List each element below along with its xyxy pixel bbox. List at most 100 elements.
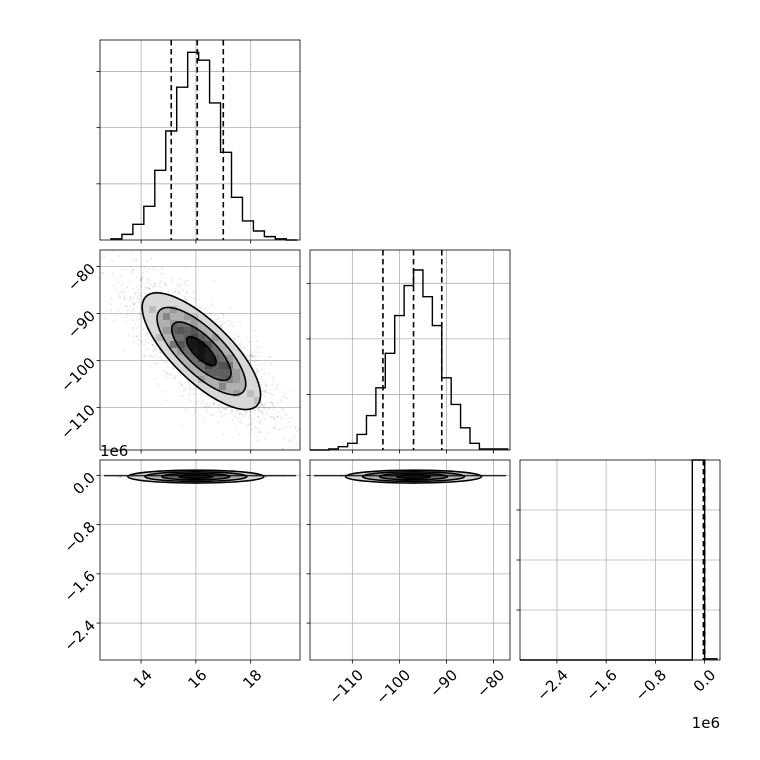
sample-point xyxy=(243,352,246,355)
sample-point xyxy=(256,351,259,354)
sample-point xyxy=(140,277,143,280)
sample-point xyxy=(177,290,180,293)
sample-point xyxy=(150,354,153,357)
sample-point xyxy=(188,388,191,391)
sample-point xyxy=(124,316,127,319)
sample-point xyxy=(301,434,303,436)
sample-point xyxy=(259,431,262,434)
density-cell xyxy=(212,369,219,376)
sample-point xyxy=(271,384,274,387)
sample-point xyxy=(257,407,259,410)
density-cell xyxy=(191,327,198,334)
sample-point xyxy=(264,402,267,405)
sample-point xyxy=(205,406,208,409)
sample-point xyxy=(199,306,202,309)
density-cell xyxy=(191,334,198,341)
density-cell xyxy=(191,348,198,355)
sample-point xyxy=(289,439,292,442)
sample-point xyxy=(218,404,221,407)
sample-point xyxy=(206,410,208,413)
x-tick-label: −110 xyxy=(325,666,367,708)
density-cell xyxy=(233,390,240,397)
sample-point xyxy=(229,323,231,326)
sample-point xyxy=(152,350,155,352)
sample-point xyxy=(257,415,260,418)
sample-point xyxy=(159,286,162,289)
sample-point xyxy=(280,416,283,419)
sample-point xyxy=(202,405,205,408)
sample-point xyxy=(239,346,242,349)
sample-point xyxy=(162,359,164,362)
sample-point xyxy=(138,325,141,327)
x-tick-label: 0.0 xyxy=(690,666,720,696)
sample-point xyxy=(246,425,249,428)
sample-point xyxy=(101,271,104,274)
sample-point xyxy=(179,394,182,397)
x-tick-label: −1.6 xyxy=(582,666,620,704)
sample-point xyxy=(192,290,195,293)
density-cell xyxy=(226,362,233,369)
sample-point xyxy=(277,464,279,466)
sample-point xyxy=(164,283,167,286)
sample-point xyxy=(268,402,271,404)
sample-point xyxy=(138,294,141,297)
sample-point xyxy=(174,375,177,377)
sample-point xyxy=(111,272,114,275)
sample-point xyxy=(132,319,134,322)
density-cell xyxy=(177,341,184,348)
sample-point xyxy=(204,405,207,407)
sample-point xyxy=(140,284,143,286)
sample-point xyxy=(232,325,235,328)
sample-point xyxy=(184,388,187,390)
sample-point xyxy=(184,280,187,283)
sample-point xyxy=(110,297,113,300)
panel-frame xyxy=(99,249,301,451)
sample-point xyxy=(282,476,285,478)
sample-point xyxy=(278,464,280,466)
x-tick-label: 18 xyxy=(239,666,265,692)
sample-point xyxy=(163,273,166,275)
sample-point xyxy=(232,337,235,339)
y-tick-label: −80 xyxy=(64,260,99,295)
sample-point xyxy=(159,356,162,359)
sample-point xyxy=(134,302,137,305)
sample-point xyxy=(153,346,156,348)
density-cell xyxy=(205,369,212,376)
sample-point xyxy=(258,430,261,433)
sample-point xyxy=(103,256,106,258)
sample-point xyxy=(119,274,122,277)
sample-point xyxy=(257,363,260,366)
sample-point xyxy=(222,317,225,319)
sample-point xyxy=(251,355,254,358)
sample-point xyxy=(144,286,147,288)
sample-point xyxy=(251,354,254,357)
density-cell xyxy=(198,341,205,348)
sample-point xyxy=(234,338,237,341)
sample-point xyxy=(177,286,180,289)
sample-point xyxy=(260,384,263,387)
sample-point xyxy=(254,350,257,353)
sample-point xyxy=(243,415,245,418)
sample-point xyxy=(153,355,156,358)
sample-point xyxy=(294,426,297,429)
sample-point xyxy=(132,297,135,300)
sample-point xyxy=(110,309,112,312)
sample-point xyxy=(231,410,234,412)
sample-point xyxy=(149,283,152,286)
sample-point xyxy=(238,335,241,338)
sample-point xyxy=(133,303,135,306)
sample-point xyxy=(152,266,155,269)
sample-point xyxy=(141,298,144,301)
sample-point xyxy=(264,418,267,421)
sample-point xyxy=(148,287,151,290)
sample-point xyxy=(117,309,120,312)
sample-point xyxy=(144,340,147,343)
sample-point xyxy=(269,356,272,358)
sample-point xyxy=(178,381,181,383)
sample-point xyxy=(261,404,263,407)
sample-point xyxy=(164,282,167,285)
sample-point xyxy=(276,384,278,386)
sample-point xyxy=(255,370,258,372)
sample-point xyxy=(125,305,128,308)
sample-point xyxy=(256,359,258,362)
